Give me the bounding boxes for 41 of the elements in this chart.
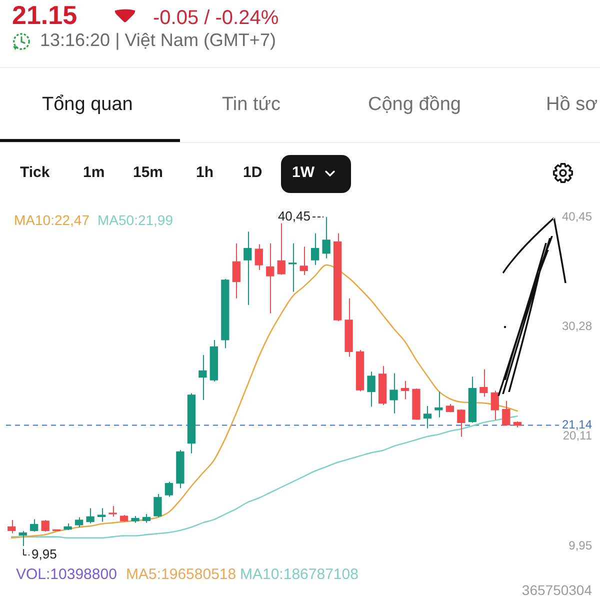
candlestick (154, 494, 162, 518)
text: MA5:196580518 (126, 566, 236, 584)
text: Hồ sơ (546, 94, 598, 116)
y-tick-label: 30,28 (562, 319, 592, 334)
text: 1m (83, 164, 105, 182)
candlestick (131, 516, 140, 524)
candlestick (434, 391, 443, 418)
candlestick (120, 514, 128, 522)
candlestick (322, 216, 330, 259)
text: MA10:186787108 (240, 566, 358, 584)
y-tick-label: 40,45 (562, 209, 592, 224)
text: 9,95 (32, 546, 57, 562)
annotation: 40,45 (278, 208, 310, 224)
text: 1h (196, 164, 214, 182)
text: 365750304 (522, 582, 592, 598)
candlestick (344, 298, 353, 358)
candlestick (457, 408, 466, 438)
candlestick (97, 508, 106, 522)
text: -0.05 / -0.24% (153, 6, 279, 30)
text: MA50:21,99 (98, 212, 173, 229)
text: Cộng đồng (368, 94, 461, 116)
text: 1D (243, 164, 262, 182)
text: 21.15 (12, 0, 78, 32)
candlestick (176, 449, 184, 489)
candlestick (390, 372, 398, 414)
text: Tick (20, 164, 50, 182)
candlestick (412, 388, 420, 420)
candlestick (74, 516, 84, 528)
text: Tổng quan (42, 94, 133, 116)
text: VOL:10398800 (16, 566, 117, 584)
candlestick (288, 242, 297, 292)
candlestick (367, 371, 376, 408)
text: MA10:22,47 (14, 212, 90, 229)
line-series (10, 415, 518, 539)
line-series (10, 264, 518, 539)
text: 15m (133, 164, 164, 182)
y-tick-label: 9,95 (568, 538, 592, 552)
candlestick (108, 505, 117, 518)
text: 13:16:20 | Việt Nam (GMT+7) (40, 30, 276, 52)
text: Tin tức (222, 94, 280, 116)
text: 1W (292, 164, 314, 182)
